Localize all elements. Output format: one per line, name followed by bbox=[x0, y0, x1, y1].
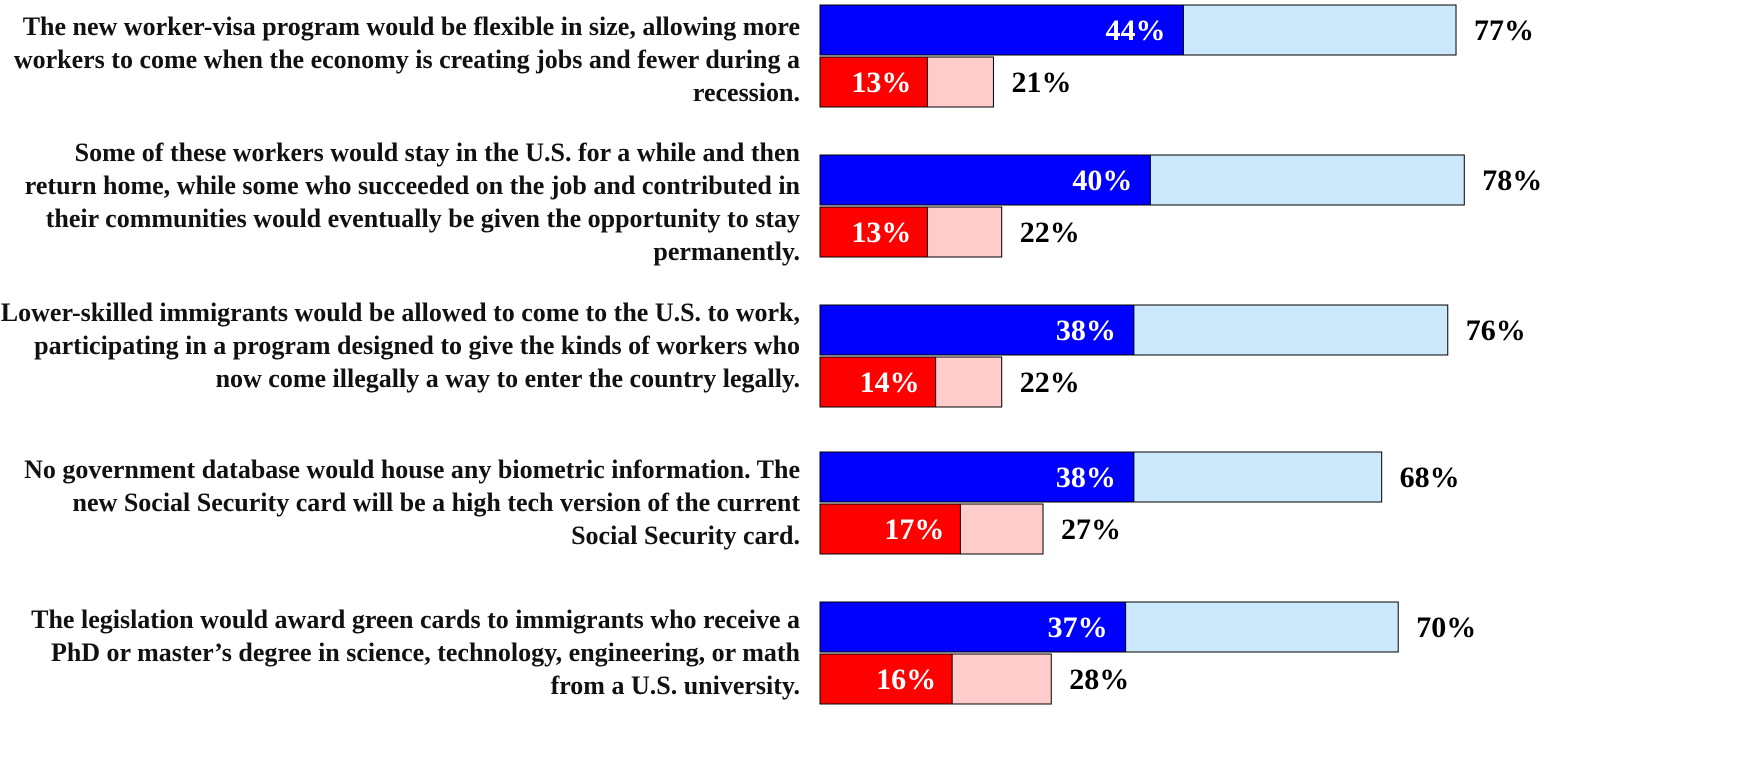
label-total-bottom-5: 28% bbox=[1069, 663, 1129, 696]
label-total-top-2: 78% bbox=[1482, 164, 1542, 197]
label-total-bottom-1: 21% bbox=[1011, 66, 1071, 99]
label-strong-bottom-3: 14% bbox=[860, 366, 920, 399]
statement-5: The legislation would award green cards … bbox=[31, 605, 800, 700]
label-strong-bottom-1: 13% bbox=[851, 66, 911, 99]
label-total-bottom-3: 22% bbox=[1020, 366, 1080, 399]
label-total-top-1: 77% bbox=[1474, 14, 1534, 47]
label-total-top-5: 70% bbox=[1416, 611, 1476, 644]
label-strong-bottom-2: 13% bbox=[851, 216, 911, 249]
label-total-bottom-4: 27% bbox=[1061, 513, 1121, 546]
statement-1: The new worker-visa program would be fle… bbox=[13, 12, 800, 107]
bar-strong-top-3 bbox=[819, 304, 1135, 356]
bar-strong-top-2 bbox=[819, 154, 1151, 206]
bar-strong-bottom-2 bbox=[819, 206, 928, 258]
label-strong-top-3: 38% bbox=[1056, 314, 1116, 347]
bar-strong-top-1 bbox=[819, 4, 1184, 56]
label-strong-top-4: 38% bbox=[1056, 461, 1116, 494]
bar-strong-bottom-4 bbox=[819, 503, 961, 555]
label-strong-top-5: 37% bbox=[1048, 611, 1108, 644]
label-strong-top-2: 40% bbox=[1072, 164, 1132, 197]
label-total-top-3: 76% bbox=[1466, 314, 1526, 347]
label-strong-bottom-5: 16% bbox=[876, 663, 936, 696]
statement-4: No government database would house any b… bbox=[24, 455, 800, 550]
bar-strong-bottom-1 bbox=[819, 56, 928, 108]
statement-3: Lower-skilled immigrants would be allowe… bbox=[0, 298, 800, 393]
bar-strong-bottom-5 bbox=[819, 653, 953, 705]
statement-2: Some of these workers would stay in the … bbox=[24, 138, 800, 266]
bar-strong-bottom-3 bbox=[819, 356, 937, 408]
bar-strong-top-5 bbox=[819, 601, 1127, 653]
bar-strong-top-4 bbox=[819, 451, 1135, 503]
label-strong-bottom-4: 17% bbox=[884, 513, 944, 546]
label-strong-top-1: 44% bbox=[1105, 14, 1165, 47]
label-total-bottom-2: 22% bbox=[1020, 216, 1080, 249]
label-total-top-4: 68% bbox=[1400, 461, 1460, 494]
